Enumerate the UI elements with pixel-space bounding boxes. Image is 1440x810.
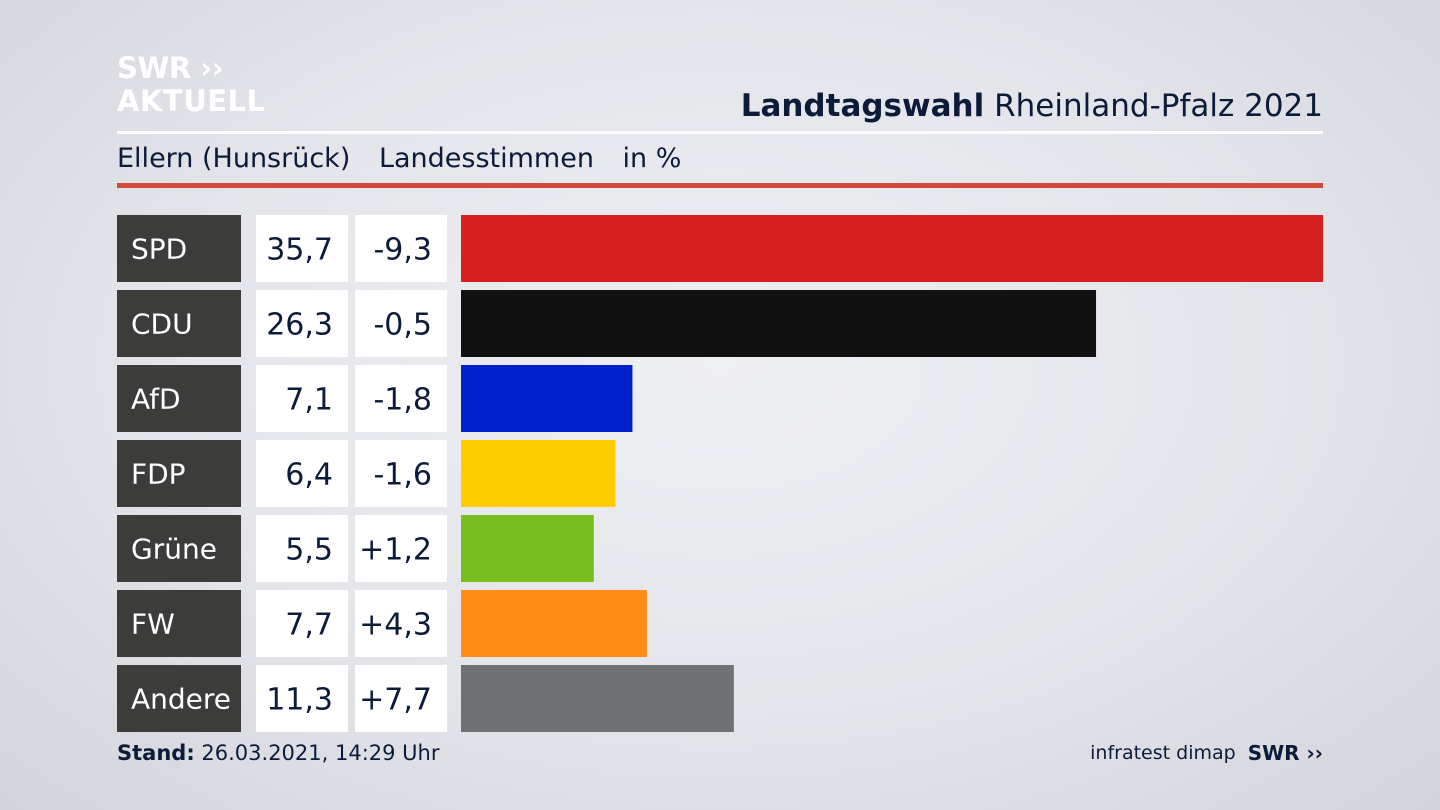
bar-andere <box>461 665 734 732</box>
timestamp: Stand: 26.03.2021, 14:29 Uhr <box>117 741 440 765</box>
change-label: -0,5 <box>373 308 432 343</box>
source-label: infratest dimap <box>1090 742 1236 764</box>
value-box <box>256 365 348 432</box>
swr-footer-logo: SWR ›› <box>1247 741 1323 765</box>
swr-aktuell-logo: SWR ›› AKTUELL <box>117 54 266 116</box>
change-box <box>355 440 447 507</box>
change-label: +1,2 <box>359 533 432 568</box>
party-label: FDP <box>131 458 186 491</box>
party-label-box <box>117 590 241 657</box>
bar-fdp <box>461 440 616 507</box>
value-label: 35,7 <box>266 233 333 268</box>
bar-afd <box>461 365 633 432</box>
party-label-box <box>117 440 241 507</box>
party-label-box <box>117 290 241 357</box>
logo-line-2: AKTUELL <box>117 84 266 118</box>
value-box <box>256 515 348 582</box>
bar-fw <box>461 590 647 657</box>
party-label: FW <box>131 608 175 641</box>
change-label: +4,3 <box>359 608 432 643</box>
party-label: Andere <box>131 683 231 716</box>
title-rest: Rheinland-Pfalz 2021 <box>984 88 1323 124</box>
value-label: 11,3 <box>266 683 333 718</box>
value-box <box>256 290 348 357</box>
change-box <box>355 590 447 657</box>
subtitle: Ellern (Hunsrück) Landesstimmen in % <box>117 143 701 174</box>
party-label: CDU <box>131 308 193 341</box>
value-label: 7,1 <box>285 383 333 418</box>
party-label-box <box>117 215 241 282</box>
logo-line-1: SWR ›› <box>117 51 224 85</box>
change-box <box>355 365 447 432</box>
change-label: +7,7 <box>359 683 432 718</box>
change-label: -1,8 <box>373 383 432 418</box>
party-label: AfD <box>131 383 181 416</box>
subtitle-unit: in % <box>622 143 682 174</box>
value-box <box>256 590 348 657</box>
value-box <box>256 440 348 507</box>
stand-label: Stand: <box>117 741 195 765</box>
change-label: -1,6 <box>373 458 432 493</box>
value-label: 6,4 <box>285 458 333 493</box>
change-box <box>355 665 447 732</box>
subtitle-place: Ellern (Hunsrück) <box>117 143 351 174</box>
value-box <box>256 665 348 732</box>
value-label: 7,7 <box>285 608 333 643</box>
change-box <box>355 290 447 357</box>
page-title: Landtagswahl Rheinland-Pfalz 2021 <box>741 88 1323 124</box>
party-label: Grüne <box>131 533 217 566</box>
value-label: 26,3 <box>266 308 333 343</box>
source-credit: infratest dimap SWR ›› <box>1090 741 1323 765</box>
title-bold: Landtagswahl <box>740 88 985 124</box>
value-box <box>256 215 348 282</box>
stand-value: 26.03.2021, 14:29 Uhr <box>194 741 440 765</box>
accent-divider <box>117 183 1323 188</box>
bar-grne <box>461 515 594 582</box>
party-label: SPD <box>131 233 187 266</box>
party-label-box <box>117 365 241 432</box>
party-label-box <box>117 665 241 732</box>
change-box <box>355 515 447 582</box>
change-box <box>355 215 447 282</box>
party-label-box <box>117 515 241 582</box>
subtitle-measure: Landesstimmen <box>378 143 594 174</box>
bar-cdu <box>461 290 1097 357</box>
header-divider <box>117 131 1323 134</box>
change-label: -9,3 <box>373 233 432 268</box>
bar-spd <box>461 215 1323 282</box>
value-label: 5,5 <box>285 533 333 568</box>
